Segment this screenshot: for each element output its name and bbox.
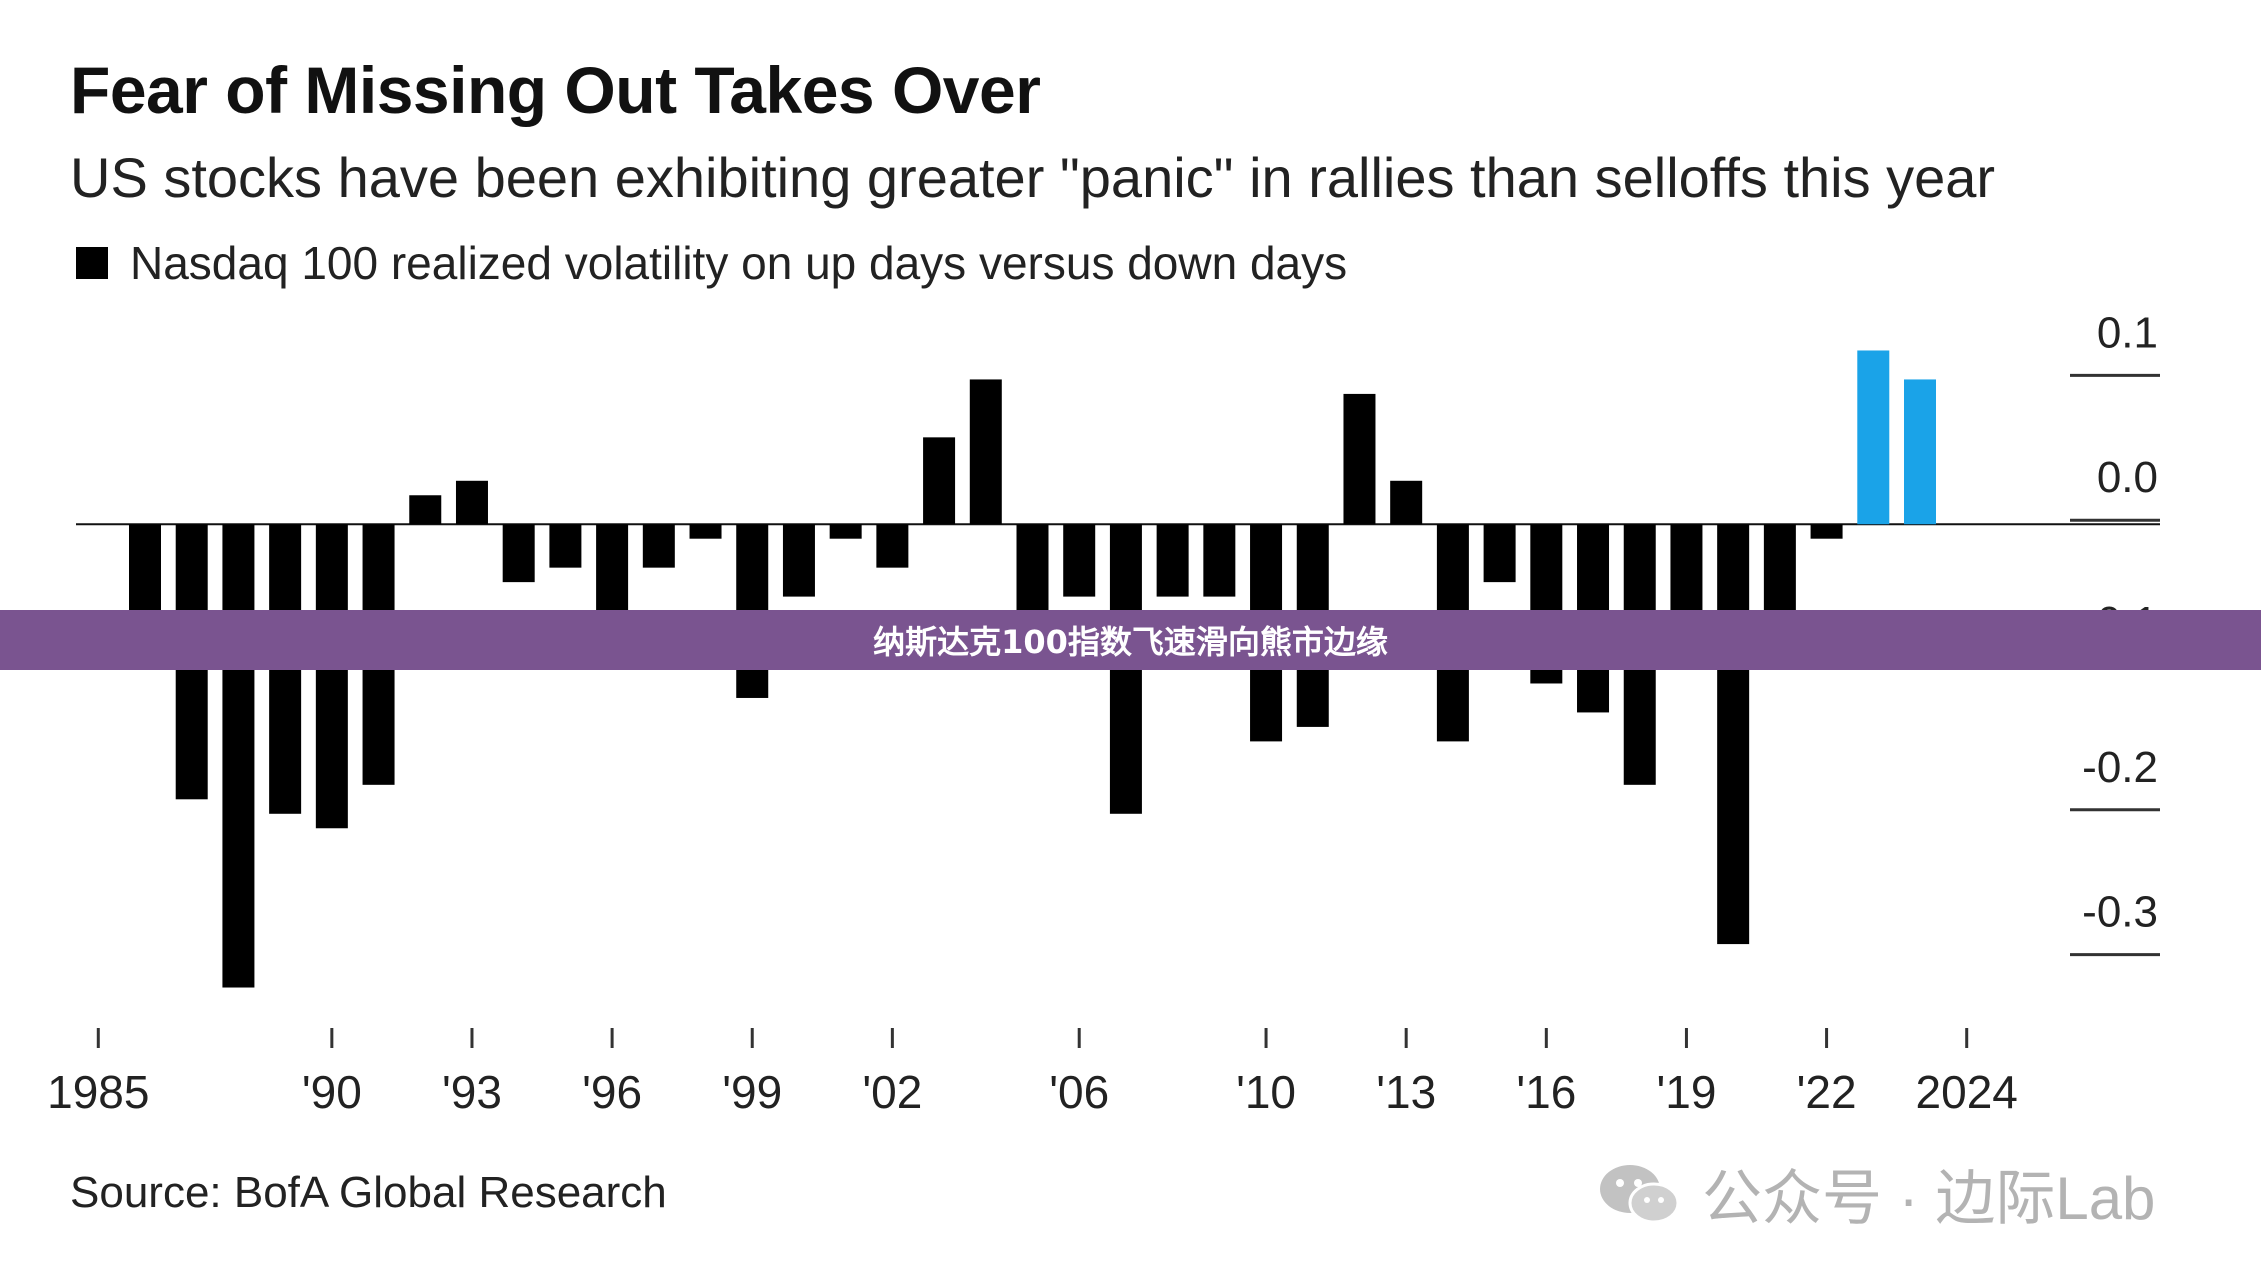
source-note: Source: BofA Global Research [70,1168,667,1217]
x-tick-label: '22 [1797,1066,1857,1118]
x-tick-label: '90 [302,1066,362,1118]
y-tick-label: -0.2 [2082,743,2158,792]
x-tick-label: '06 [1049,1066,1109,1118]
x-tick-label: '10 [1236,1066,1296,1118]
y-tick-label: 0.1 [2097,308,2158,357]
bar [129,524,161,626]
x-tick-label: '96 [582,1066,642,1118]
y-tick-label: -0.3 [2082,888,2158,937]
bar [1810,524,1843,539]
legend-label: Nasdaq 100 realized volatility on up day… [130,237,1348,289]
bar [1717,524,1750,945]
bar [782,524,815,597]
x-tick-label: '02 [862,1066,922,1118]
bar [502,524,535,583]
x-tick-label: '16 [1516,1066,1576,1118]
x-tick-label: '99 [722,1066,782,1118]
chart-subtitle: US stocks have been exhibiting greater "… [70,146,1996,209]
x-tick-label: 1985 [47,1066,149,1118]
bar [315,524,348,829]
bar [1156,524,1189,597]
x-tick-label: '93 [442,1066,502,1118]
bar [1063,524,1096,597]
x-tick-label: '13 [1376,1066,1436,1118]
bar [1483,524,1516,583]
watermark-text: 公众号 · 边际Lab [1702,1165,2156,1232]
bar [1343,393,1376,525]
bar [876,524,909,568]
bar [642,524,675,568]
y-tick-label: 0.0 [2097,453,2158,502]
watermark: 公众号 · 边际Lab [1596,1150,2155,1237]
bar [222,524,255,988]
x-tick-label: '19 [1656,1066,1716,1118]
bar [1203,524,1236,597]
bar [409,495,442,525]
x-tick-label: 2024 [1916,1066,2018,1118]
banner-text: 纳斯达克100指数飞速滑向熊市边缘 [873,623,1388,661]
headline-banner: 纳斯达克100指数飞速滑向熊市边缘 [0,610,2261,670]
bar [1390,480,1423,525]
wechat-icon [1600,1164,1680,1223]
bar [455,480,488,525]
bar [969,379,1002,525]
chart-legend: Nasdaq 100 realized volatility on up day… [76,236,1347,290]
bar [1016,524,1049,626]
bar [923,437,956,525]
bar [1904,379,1936,525]
bar [829,524,862,539]
bar [689,524,722,539]
bar [549,524,582,568]
legend-swatch [76,247,108,279]
bar [1857,350,1890,525]
chart-title: Fear of Missing Out Takes Over [70,53,1041,127]
